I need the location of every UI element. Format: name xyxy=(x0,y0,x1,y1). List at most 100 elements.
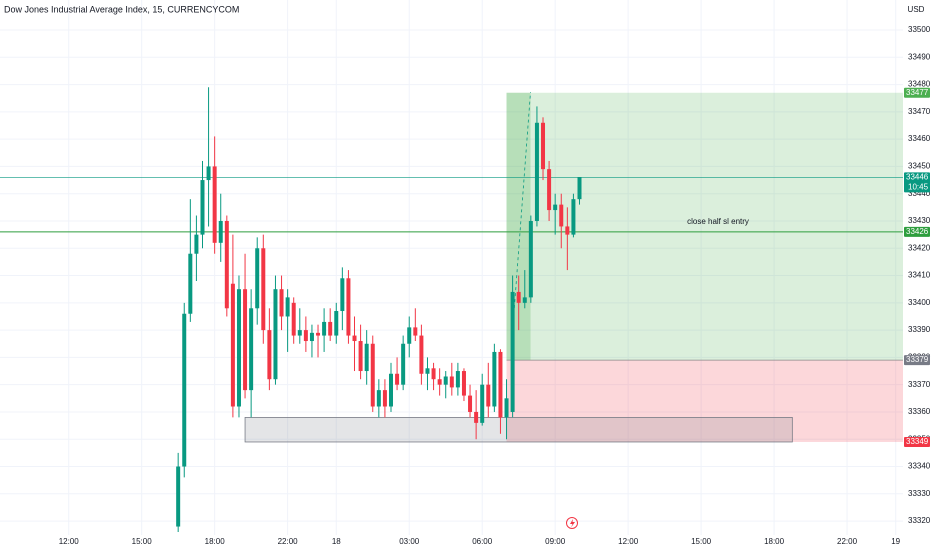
y-tick-label: 33370 xyxy=(908,380,931,389)
candle-body xyxy=(194,234,199,254)
candle-body xyxy=(449,376,454,388)
candle-body xyxy=(401,343,406,385)
candle-body xyxy=(528,220,533,298)
x-tick-label: 18:00 xyxy=(764,537,785,546)
candle-body xyxy=(516,291,521,303)
candle-body xyxy=(486,384,491,407)
candle-body xyxy=(303,330,308,342)
candle-body xyxy=(370,343,375,407)
price-label-bg xyxy=(904,355,930,366)
candle-body xyxy=(267,330,272,380)
candle-body xyxy=(431,368,436,380)
time-axis-bg xyxy=(0,535,932,550)
candle-body xyxy=(498,351,503,418)
candle-body xyxy=(261,248,266,331)
candle-body xyxy=(461,371,466,396)
projection-line xyxy=(512,91,531,333)
candle-body xyxy=(188,253,193,314)
x-tick-label: 15:00 xyxy=(132,537,153,546)
candle-body xyxy=(547,169,552,211)
candle-body xyxy=(206,166,211,181)
y-tick-label: 33400 xyxy=(908,298,931,307)
grid xyxy=(0,0,903,538)
y-tick-label: 33320 xyxy=(908,516,931,525)
candle-body xyxy=(322,321,327,336)
candle-body xyxy=(176,466,181,527)
candle-body xyxy=(541,122,546,170)
candle-body xyxy=(407,327,412,344)
candle-body xyxy=(218,220,223,243)
candle-body xyxy=(553,204,558,211)
candle-body xyxy=(255,248,260,309)
candle-body xyxy=(522,297,527,303)
candle-body xyxy=(413,327,418,336)
x-tick-label: 09:00 xyxy=(545,537,566,546)
candle-body xyxy=(395,373,400,385)
x-tick-label: 18 xyxy=(332,537,341,546)
candle-body xyxy=(358,341,363,372)
candle-body xyxy=(468,395,473,412)
y-tick-label: 33430 xyxy=(908,216,931,225)
y-tick-label: 33330 xyxy=(908,489,931,498)
x-tick-label: 18:00 xyxy=(205,537,226,546)
price-label-bg xyxy=(904,172,930,193)
candle-body xyxy=(419,335,424,374)
candle-body xyxy=(443,376,448,385)
y-tick-label: 33410 xyxy=(908,271,931,280)
candle-body xyxy=(492,351,497,407)
annotation: close half sl entry xyxy=(687,217,749,226)
x-tick-label: 12:00 xyxy=(618,537,639,546)
candle-body xyxy=(297,330,302,336)
candle-body xyxy=(340,278,345,312)
y-tick-label: 33440 xyxy=(908,189,931,198)
stop-zone xyxy=(506,360,903,442)
candle-body xyxy=(212,166,217,243)
zone-rect xyxy=(244,417,793,443)
x-tick-label: 12:00 xyxy=(59,537,80,546)
candle-body xyxy=(364,343,369,372)
candle-body xyxy=(565,226,570,235)
candle-body xyxy=(224,220,229,309)
candle-body xyxy=(230,283,235,407)
candle-body xyxy=(328,321,333,336)
candle-body xyxy=(504,398,509,418)
candle-body xyxy=(285,297,290,317)
candle-body xyxy=(352,335,357,342)
y-tick-label: 33460 xyxy=(908,134,931,143)
x-tick-label: 06:00 xyxy=(472,537,493,546)
candle-body xyxy=(291,302,296,336)
countdown-label: 10:45 xyxy=(908,182,929,191)
price-label: 33477 xyxy=(906,88,929,97)
y-tick-label: 33340 xyxy=(908,462,931,471)
x-tick-label: 22:00 xyxy=(837,537,858,546)
candle-body xyxy=(425,368,430,374)
y-tick-label: 33480 xyxy=(908,80,931,89)
candle-body xyxy=(346,278,351,336)
x-tick-label: 03:00 xyxy=(399,537,420,546)
y-tick-label: 33470 xyxy=(908,107,931,116)
candle-body xyxy=(510,291,515,412)
y-tick-label: 33450 xyxy=(908,162,931,171)
candle-body xyxy=(388,373,393,407)
candle-body xyxy=(249,308,254,391)
price-label: 33379 xyxy=(906,355,929,364)
candle-body xyxy=(559,204,564,227)
candle-body xyxy=(571,199,576,235)
candle-body xyxy=(309,332,314,342)
y-tick-label: 33390 xyxy=(908,325,931,334)
candle-body xyxy=(376,390,381,407)
candle-body xyxy=(334,311,339,336)
price-label-bg xyxy=(904,226,930,237)
candle-body xyxy=(243,289,248,391)
candle-body xyxy=(480,384,485,423)
candle-body xyxy=(455,371,460,388)
candle-body xyxy=(236,289,241,407)
candle-body xyxy=(382,390,387,407)
alert-icon xyxy=(566,517,578,529)
candle-body xyxy=(182,313,187,467)
price-label: 33446 xyxy=(906,172,929,181)
price-label-bg xyxy=(904,436,930,447)
